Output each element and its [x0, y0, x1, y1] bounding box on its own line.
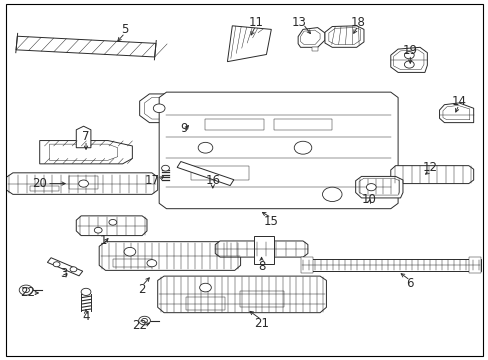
Text: 6: 6 — [406, 278, 413, 291]
Circle shape — [70, 267, 77, 272]
Circle shape — [139, 316, 150, 325]
Text: 12: 12 — [422, 161, 436, 174]
Text: 5: 5 — [121, 23, 128, 36]
Polygon shape — [254, 235, 273, 264]
Polygon shape — [76, 126, 91, 148]
Polygon shape — [328, 28, 360, 44]
Circle shape — [198, 142, 212, 153]
Circle shape — [404, 51, 413, 59]
Polygon shape — [298, 28, 325, 47]
Circle shape — [109, 220, 117, 225]
Polygon shape — [273, 119, 331, 130]
Text: 2: 2 — [138, 283, 145, 296]
Polygon shape — [185, 297, 224, 310]
Text: 7: 7 — [82, 130, 90, 144]
Polygon shape — [358, 178, 399, 195]
Text: 17: 17 — [144, 174, 159, 186]
Text: 22: 22 — [20, 287, 35, 300]
Polygon shape — [325, 26, 363, 47]
Polygon shape — [300, 30, 320, 44]
Polygon shape — [439, 103, 473, 123]
Polygon shape — [239, 291, 283, 307]
Text: 10: 10 — [361, 193, 375, 206]
Circle shape — [404, 61, 413, 68]
Text: 15: 15 — [264, 215, 278, 228]
Polygon shape — [468, 257, 480, 273]
Text: 21: 21 — [254, 317, 268, 330]
Polygon shape — [190, 166, 249, 180]
Circle shape — [79, 180, 88, 187]
Text: 8: 8 — [257, 260, 264, 273]
Polygon shape — [300, 259, 480, 271]
Text: 19: 19 — [402, 44, 417, 57]
Circle shape — [142, 319, 147, 323]
Circle shape — [161, 165, 169, 171]
Circle shape — [94, 227, 102, 233]
Polygon shape — [113, 259, 152, 267]
Circle shape — [147, 260, 157, 267]
Polygon shape — [144, 98, 173, 119]
Text: 9: 9 — [180, 122, 187, 135]
Circle shape — [366, 184, 375, 191]
Polygon shape — [390, 47, 427, 72]
Text: 13: 13 — [291, 16, 306, 29]
Polygon shape — [140, 94, 178, 123]
Text: 16: 16 — [205, 174, 220, 186]
Circle shape — [322, 187, 341, 202]
Polygon shape — [390, 166, 473, 184]
Polygon shape — [30, 186, 59, 192]
Text: 20: 20 — [32, 177, 47, 190]
Circle shape — [294, 141, 311, 154]
Text: 18: 18 — [350, 16, 365, 29]
Circle shape — [153, 104, 164, 113]
Polygon shape — [215, 241, 307, 257]
Polygon shape — [158, 276, 326, 313]
Circle shape — [22, 288, 29, 293]
Polygon shape — [227, 26, 271, 62]
Circle shape — [124, 247, 136, 256]
Polygon shape — [393, 50, 423, 69]
Text: 11: 11 — [248, 16, 263, 29]
Polygon shape — [442, 105, 469, 120]
Polygon shape — [47, 258, 82, 276]
Text: 1: 1 — [99, 234, 106, 247]
Polygon shape — [177, 162, 233, 185]
Circle shape — [19, 285, 33, 295]
Polygon shape — [16, 36, 156, 57]
Text: 22: 22 — [132, 319, 147, 332]
Polygon shape — [311, 47, 317, 51]
Circle shape — [53, 262, 60, 267]
Text: 4: 4 — [82, 310, 90, 323]
Circle shape — [199, 283, 211, 292]
Text: 14: 14 — [450, 95, 466, 108]
Polygon shape — [69, 176, 98, 189]
Polygon shape — [76, 216, 147, 235]
Circle shape — [81, 288, 91, 296]
Text: 3: 3 — [61, 267, 68, 280]
Polygon shape — [355, 176, 402, 198]
Polygon shape — [159, 92, 397, 209]
Polygon shape — [99, 242, 240, 270]
Polygon shape — [205, 119, 264, 130]
Polygon shape — [300, 257, 312, 273]
Polygon shape — [49, 144, 118, 160]
Polygon shape — [40, 140, 132, 164]
Polygon shape — [6, 173, 158, 194]
